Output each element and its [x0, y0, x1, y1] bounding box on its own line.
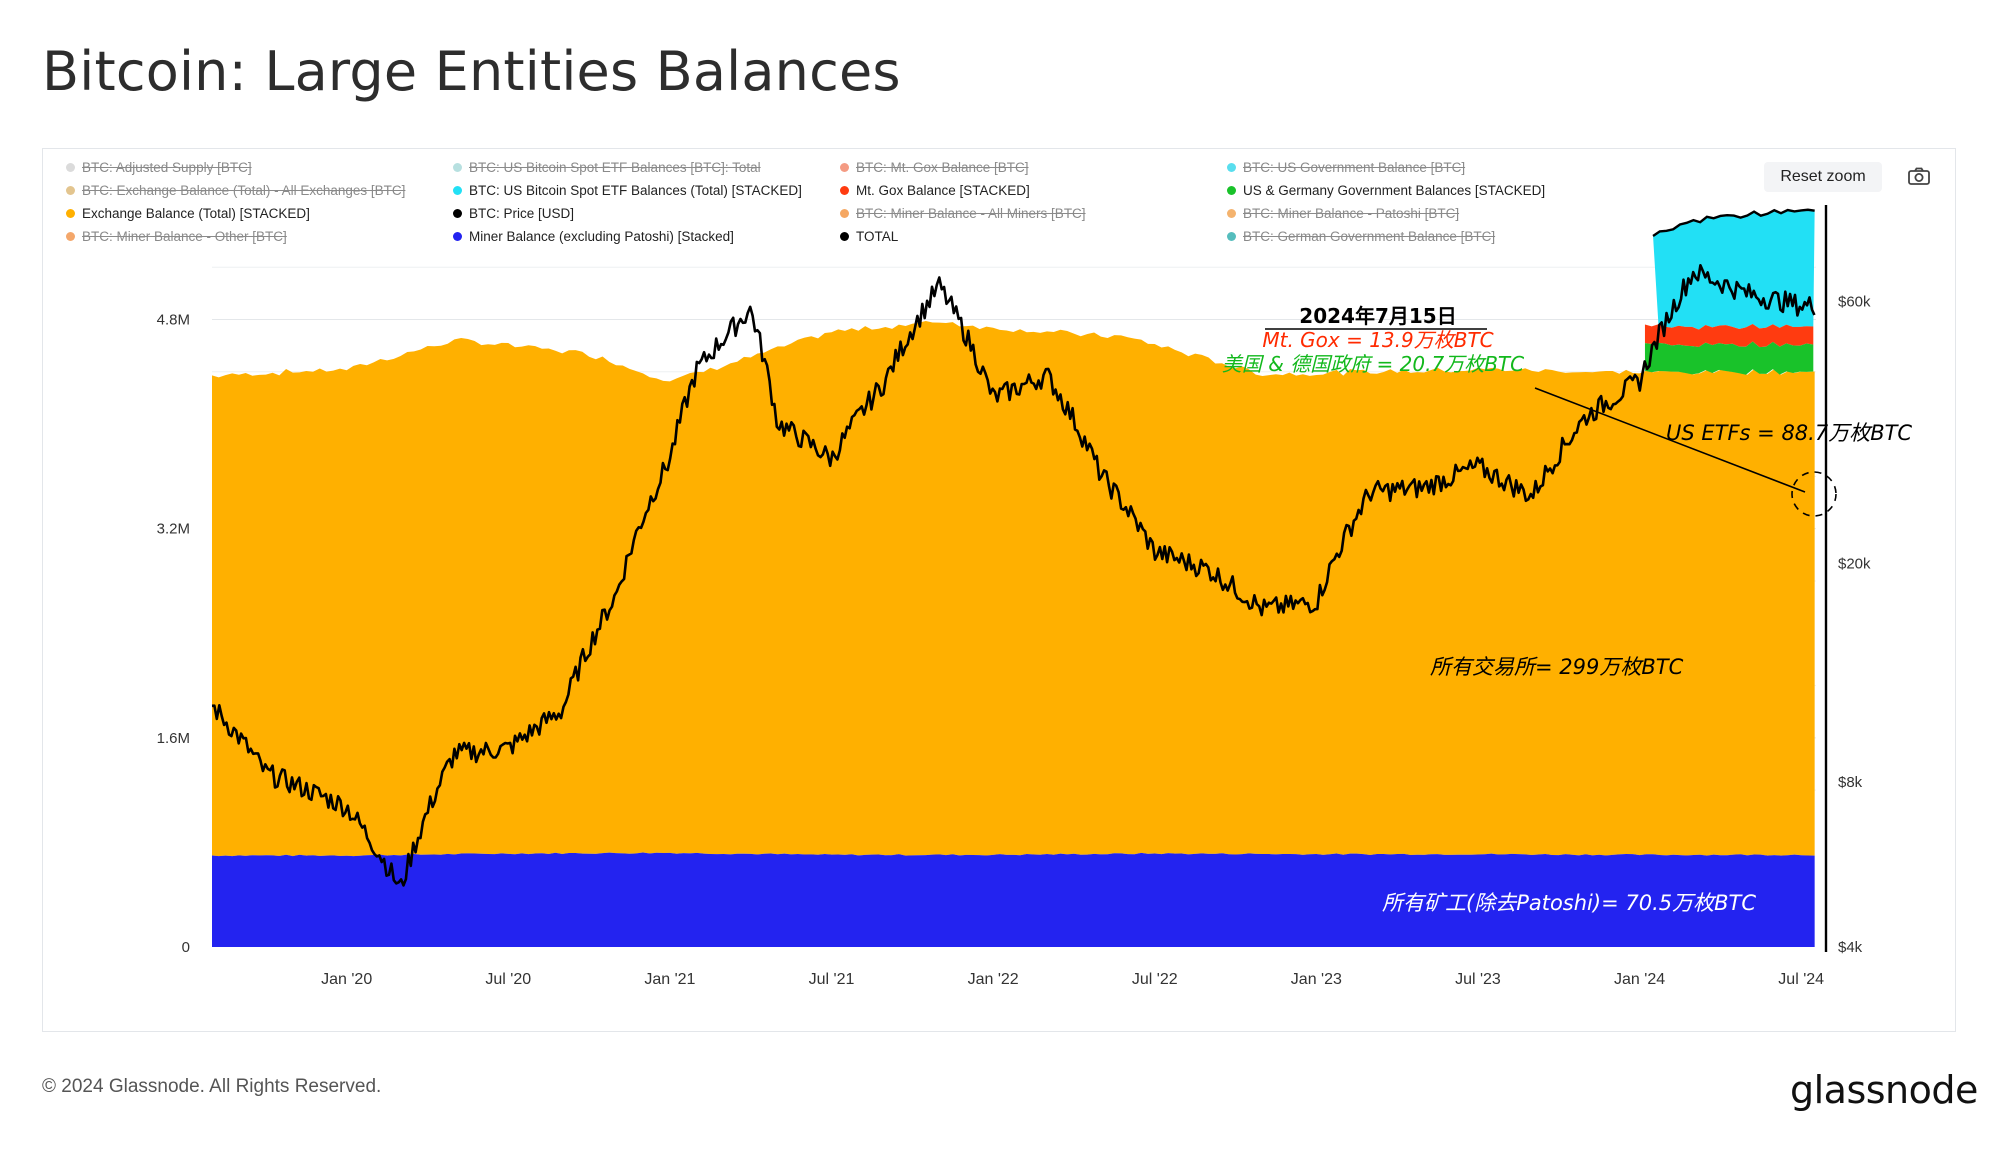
y-right-tick-label: $8k [1838, 774, 1863, 791]
y-right-tick-label: $4k [1838, 939, 1863, 956]
legend-item[interactable]: BTC: Miner Balance - Patoshi [BTC] [1227, 206, 1459, 221]
legend-label: Mt. Gox Balance [STACKED] [856, 183, 1030, 198]
exchange-balance-area [212, 320, 1815, 857]
legend-item[interactable]: BTC: Miner Balance - All Miners [BTC] [840, 206, 1086, 221]
y-left-tick-label: 4.8M [157, 312, 190, 329]
legend-label: TOTAL [856, 229, 899, 244]
legend-dot-icon [840, 232, 849, 241]
legend-dot-icon [1227, 209, 1236, 218]
annotation-etf: US ETFs = 88.7万枚BTC [1666, 421, 1912, 445]
page-title: Bitcoin: Large Entities Balances [42, 40, 901, 103]
camera-icon[interactable] [1906, 164, 1932, 188]
legend-item[interactable]: BTC: US Bitcoin Spot ETF Balances (Total… [453, 183, 802, 198]
legend-label: BTC: US Bitcoin Spot ETF Balances (Total… [469, 183, 802, 198]
x-tick-label: Jan '20 [321, 971, 372, 988]
chart-legend: BTC: Adjusted Supply [BTC] BTC: US Bitcoi… [66, 160, 1586, 256]
legend-item[interactable]: BTC: US Bitcoin Spot ETF Balances [BTC]:… [453, 160, 761, 175]
legend-label: BTC: Price [USD] [469, 206, 575, 221]
brand-logo: glassnode [1790, 1068, 1978, 1112]
legend-dot-icon [840, 209, 849, 218]
legend-label: US & Germany Government Balances [STACKE… [1243, 183, 1546, 198]
legend-dot-icon [66, 209, 75, 218]
miner-balance-area [212, 852, 1815, 947]
x-tick-label: Jul '24 [1778, 971, 1824, 988]
mtgox-balance-area [1644, 324, 1814, 348]
legend-item[interactable]: BTC: Price [USD] [453, 206, 574, 221]
legend-dot-icon [453, 232, 462, 241]
reset-zoom-button[interactable]: Reset zoom [1764, 162, 1882, 192]
annotation-pointer [1534, 387, 1806, 493]
legend-dot-icon [66, 232, 75, 241]
legend-label: BTC: Adjusted Supply [BTC] [82, 160, 252, 175]
legend-dot-icon [66, 186, 75, 195]
copyright-text: © 2024 Glassnode. All Rights Reserved. [42, 1076, 382, 1097]
y-left-tick-label: 3.2M [157, 521, 190, 538]
price-line [211, 264, 1816, 887]
legend-item[interactable]: BTC: Adjusted Supply [BTC] [66, 160, 252, 175]
etf-balance-area [1653, 209, 1815, 330]
legend-label: Exchange Balance (Total) [STACKED] [82, 206, 310, 221]
x-tick-label: Jan '22 [968, 971, 1019, 988]
legend-label: BTC: Mt. Gox Balance [BTC] [856, 160, 1029, 175]
annotation-government: 美国 & 德国政府 = 20.7万枚BTC [1222, 352, 1524, 376]
legend-label: BTC: Miner Balance - All Miners [BTC] [856, 206, 1086, 221]
total-line [1652, 208, 1815, 237]
legend-label: BTC: German Government Balance [BTC] [1243, 229, 1496, 244]
x-tick-label: Jul '21 [809, 971, 855, 988]
legend-item[interactable]: BTC: Mt. Gox Balance [BTC] [840, 160, 1029, 175]
y-right-tick-label: $20k [1838, 555, 1871, 572]
legend-dot-icon [453, 186, 462, 195]
government-balance-area [1644, 341, 1814, 375]
legend-dot-icon [1227, 163, 1236, 172]
x-tick-label: Jul '20 [485, 971, 531, 988]
annotation-exchanges: 所有交易所= 299万枚BTC [1430, 655, 1684, 679]
legend-dot-icon [840, 186, 849, 195]
legend-item[interactable]: BTC: Exchange Balance (Total) - All Exch… [66, 183, 405, 198]
legend-label: BTC: Miner Balance - Patoshi [BTC] [1243, 206, 1460, 221]
legend-item[interactable]: Exchange Balance (Total) [STACKED] [66, 206, 310, 221]
annotation-miners: 所有矿工(除去Patoshi)= 70.5万枚BTC [1382, 891, 1756, 915]
x-tick-label: Jul '22 [1132, 971, 1178, 988]
x-tick-label: Jul '23 [1455, 971, 1501, 988]
x-tick-label: Jan '24 [1614, 971, 1665, 988]
legend-dot-icon [840, 163, 849, 172]
legend-label: BTC: US Bitcoin Spot ETF Balances [BTC]:… [469, 160, 761, 175]
legend-dot-icon [453, 163, 462, 172]
legend-dot-icon [1227, 232, 1236, 241]
legend-label: BTC: Exchange Balance (Total) - All Exch… [82, 183, 406, 198]
legend-dot-icon [1227, 186, 1236, 195]
legend-item[interactable]: BTC: Miner Balance - Other [BTC] [66, 229, 287, 244]
legend-dot-icon [453, 209, 462, 218]
legend-label: BTC: Miner Balance - Other [BTC] [82, 229, 287, 244]
legend-item[interactable]: US & Germany Government Balances [STACKE… [1227, 183, 1545, 198]
legend-item[interactable]: BTC: German Government Balance [BTC] [1227, 229, 1495, 244]
legend-item[interactable]: Mt. Gox Balance [STACKED] [840, 183, 1030, 198]
annotation-date: 2024年7月15日 [1299, 304, 1456, 328]
y-left-tick-label: 1.6M [157, 730, 190, 747]
x-tick-label: Jan '23 [1291, 971, 1342, 988]
legend-label: Miner Balance (excluding Patoshi) [Stack… [469, 229, 734, 244]
legend-item[interactable]: TOTAL [840, 229, 898, 244]
x-tick-label: Jan '21 [644, 971, 695, 988]
annotation-circle [1791, 471, 1837, 517]
annotation-mtgox: Mt. Gox = 13.9万枚BTC [1262, 328, 1493, 352]
legend-item[interactable]: Miner Balance (excluding Patoshi) [Stack… [453, 229, 734, 244]
legend-label: BTC: US Government Balance [BTC] [1243, 160, 1466, 175]
y-left-tick-label: 0 [182, 939, 190, 956]
legend-dot-icon [66, 163, 75, 172]
legend-item[interactable]: BTC: US Government Balance [BTC] [1227, 160, 1465, 175]
y-right-tick-label: $60k [1838, 293, 1871, 310]
